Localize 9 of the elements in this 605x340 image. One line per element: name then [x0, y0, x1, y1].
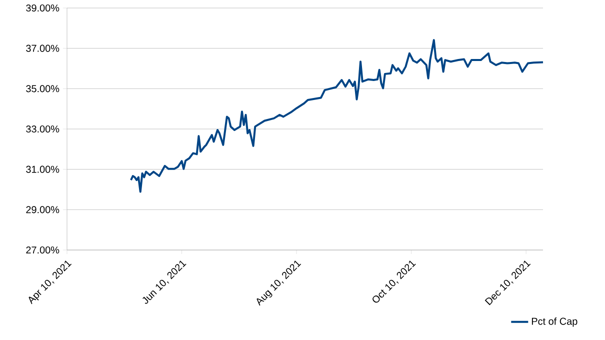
- y-tick-label: 33.00%: [26, 125, 60, 133]
- line-series: [130, 39, 544, 193]
- y-tick-label: 29.00%: [26, 206, 60, 214]
- y-tick-label: 35.00%: [26, 85, 60, 92]
- y-tick-label: 31.00%: [26, 166, 60, 173]
- y-tick-label: 27.00%: [26, 246, 60, 254]
- y-tick-label: 37.00%: [26, 44, 60, 52]
- y-tick-label: 39.00%: [26, 4, 60, 12]
- legend-label: Pct of Cap: [532, 318, 578, 327]
